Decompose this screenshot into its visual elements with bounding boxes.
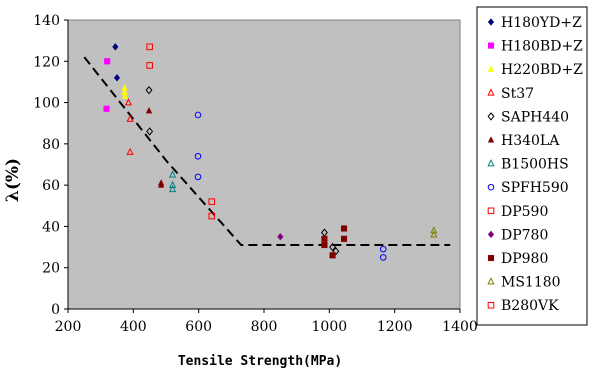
- x-tick-label: 800: [251, 319, 278, 335]
- plot-area: [67, 19, 461, 310]
- legend-marker: [487, 230, 495, 239]
- data-point: [194, 152, 202, 160]
- data-point: [126, 114, 134, 122]
- y-tick-label: 120: [33, 54, 60, 70]
- legend-label: St37: [501, 86, 534, 102]
- data-point: [146, 43, 153, 51]
- data-point: [194, 173, 202, 181]
- data-point: [329, 252, 336, 259]
- data-point: [208, 212, 216, 220]
- legend-marker: [487, 112, 495, 121]
- legend-marker: [487, 136, 495, 143]
- data-point: [321, 241, 328, 249]
- data-point: [379, 254, 387, 261]
- data-point: [321, 235, 328, 242]
- legend-label: DP780: [501, 227, 548, 243]
- legend-marker: [487, 207, 495, 215]
- data-point: [104, 58, 111, 65]
- data-point: [194, 111, 202, 119]
- data-point: [103, 105, 110, 112]
- data-point: [208, 198, 216, 205]
- legend-label: DP980: [501, 251, 548, 267]
- legend-marker: [487, 277, 495, 285]
- data-point: [379, 245, 387, 253]
- legend-box: [476, 6, 588, 326]
- legend-label: SAPH440: [501, 109, 569, 125]
- legend-marker: [487, 159, 495, 167]
- data-point: [329, 242, 337, 252]
- legend-label: H180BD+Z: [501, 39, 583, 55]
- data-point: [277, 232, 284, 241]
- x-tick-label: 400: [120, 319, 147, 335]
- legend-label: MS1180: [501, 275, 561, 291]
- data-point: [112, 43, 119, 51]
- data-point: [145, 106, 153, 114]
- legend-label: H220BD+Z: [501, 62, 583, 78]
- legend-label: H180YD+Z: [501, 15, 582, 31]
- data-point: [157, 181, 165, 188]
- legend-marker: [487, 65, 495, 72]
- data-point: [332, 247, 340, 256]
- y-tick-label: 80: [42, 137, 60, 153]
- y-tick-label: 20: [42, 261, 60, 277]
- data-point: [168, 184, 177, 193]
- x-tick-label: 200: [55, 319, 82, 335]
- data-point: [340, 235, 348, 242]
- legend-label: SPFH590: [501, 180, 569, 196]
- x-tick-label: 1400: [442, 319, 478, 335]
- legend-marker: [487, 301, 495, 309]
- x-axis-label: Tensile Strength(MPa): [178, 354, 342, 369]
- legend-label: H340LA: [501, 133, 560, 149]
- x-ticks: 200 400 600 800 1000 1200 1400: [55, 309, 478, 335]
- data-point: [146, 127, 154, 136]
- y-tick-label: 140: [33, 13, 60, 29]
- legend-marker: [487, 254, 495, 262]
- data-point: [121, 92, 129, 99]
- data-points: [103, 43, 438, 261]
- x-tick-label: 1000: [312, 319, 348, 335]
- data-point: [168, 180, 177, 188]
- legend-marker: [487, 18, 495, 26]
- y-tick-label: 60: [42, 178, 60, 194]
- legend-label: DP590: [501, 204, 548, 220]
- data-point: [145, 85, 153, 95]
- x-tick-label: 600: [185, 319, 212, 335]
- legend-label: B1500HS: [501, 157, 569, 173]
- data-point: [340, 225, 348, 232]
- trend-line: [83, 56, 451, 247]
- data-point: [430, 226, 438, 234]
- data-point: [168, 170, 177, 178]
- data-point: [146, 62, 153, 69]
- y-axis-label: λ(%): [3, 158, 23, 202]
- legend-marker: [487, 88, 495, 96]
- data-point: [124, 98, 133, 106]
- x-tick-label: 1200: [377, 319, 413, 335]
- legend-marker: [487, 183, 495, 191]
- data-point: [430, 230, 438, 238]
- y-ticks: 0 20 40 60 80 100 120 140: [33, 13, 68, 318]
- legend-label: B280VK: [501, 298, 559, 314]
- y-tick-label: 40: [42, 219, 60, 235]
- y-tick-label: 0: [51, 302, 60, 318]
- data-point: [126, 147, 134, 155]
- data-point: [113, 74, 121, 82]
- legend: H180YD+Z H180BD+Z H220BD+Z St37 SAPH440 H340L…: [487, 15, 583, 314]
- legend-marker: [487, 42, 495, 49]
- y-tick-label: 100: [33, 96, 60, 112]
